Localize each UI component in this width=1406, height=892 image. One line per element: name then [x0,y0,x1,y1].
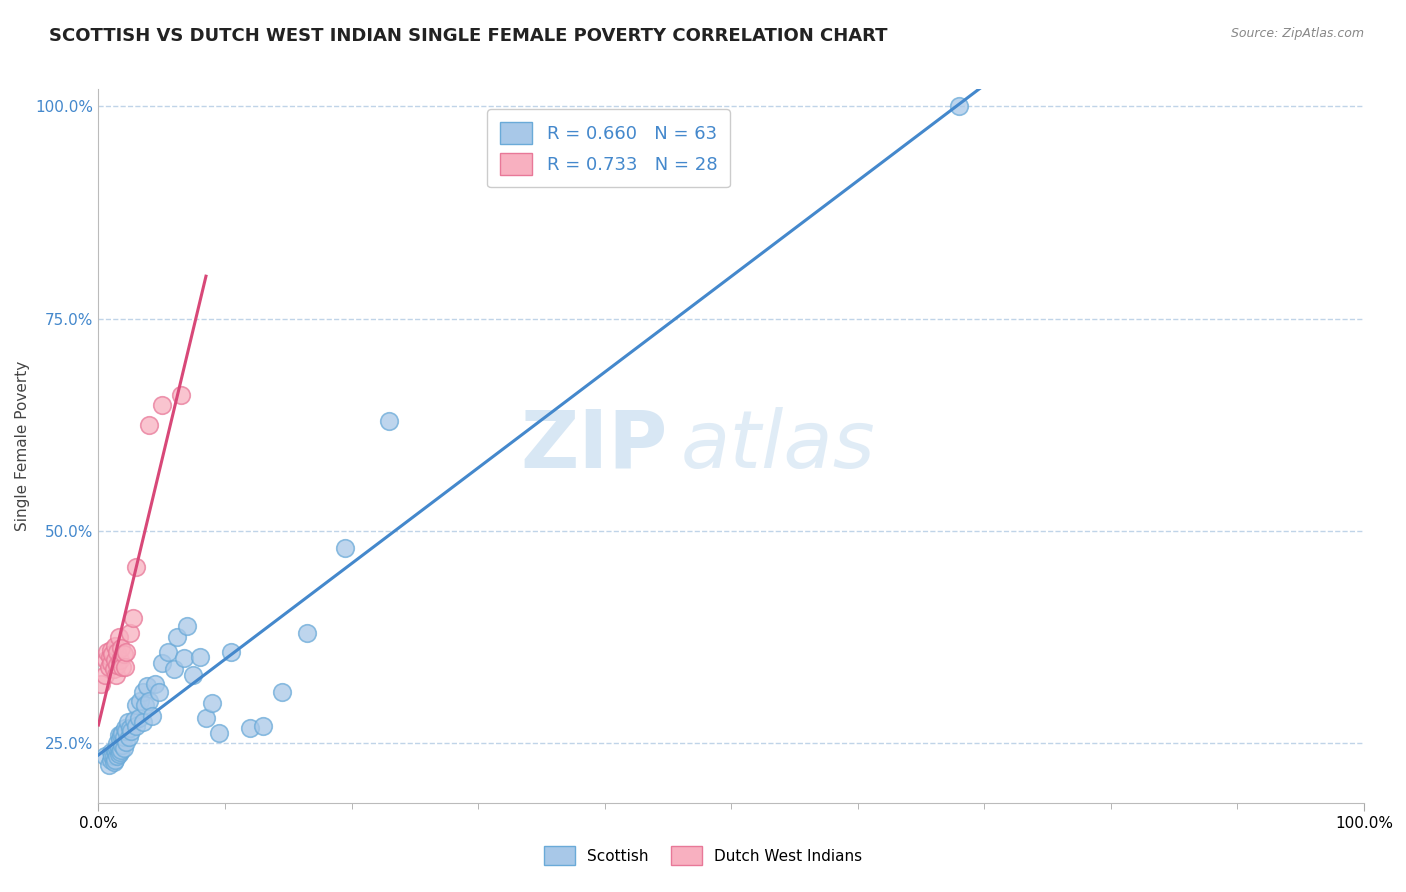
Point [104,743,127,757]
Point [93,668,117,682]
Point [135,679,157,693]
Point [121,610,143,624]
Point [120,721,141,735]
Point [169,388,191,402]
Point [111,738,134,752]
Text: atlas: atlas [681,407,876,485]
Point [103,749,125,764]
Point [166,630,188,644]
Point [125,719,148,733]
Point [118,730,141,744]
Point [132,715,155,730]
Point [157,644,180,658]
Point [120,723,142,738]
Point [108,732,131,747]
Point [141,709,163,723]
Point [183,668,205,682]
Point [104,653,127,667]
Point [114,721,136,735]
Point [252,719,274,733]
Point [107,630,129,644]
Point [173,651,195,665]
Point [176,619,198,633]
Point [98,649,121,664]
Point [108,745,131,759]
Point [110,743,132,757]
Point [112,740,135,755]
Point [112,647,135,661]
Point [93,749,117,764]
Point [100,753,122,767]
Point [101,647,124,661]
Point [270,685,294,699]
Point [378,413,401,427]
Point [150,656,173,670]
Point [100,656,122,670]
Point [335,541,357,555]
Point [107,728,129,742]
Point [114,660,136,674]
Point [138,417,160,432]
Point [120,626,141,640]
Point [219,644,243,658]
Point [125,698,148,712]
Point [105,668,128,682]
Point [148,685,170,699]
Point [107,740,129,755]
Point [122,713,145,727]
Point [94,653,117,667]
Y-axis label: Single Female Poverty: Single Female Poverty [15,361,30,531]
Point [96,644,118,658]
Point [194,711,218,725]
Point [948,99,970,113]
Text: SCOTTISH VS DUTCH WEST INDIAN SINGLE FEMALE POVERTY CORRELATION CHART: SCOTTISH VS DUTCH WEST INDIAN SINGLE FEM… [49,27,887,45]
Point [100,745,122,759]
Point [110,728,132,742]
Point [107,740,129,755]
Point [97,757,120,772]
Point [201,696,224,710]
Point [125,559,148,574]
Point [107,658,129,673]
Text: ZIP: ZIP [520,407,668,485]
Point [115,644,138,658]
Point [134,698,156,712]
Point [163,662,186,676]
Point [297,626,319,640]
Point [101,749,124,764]
Point [188,649,211,664]
Point [208,726,231,740]
Point [145,677,166,691]
Point [107,749,129,764]
Point [108,653,131,667]
Point [107,736,129,750]
Point [111,660,134,674]
Point [104,639,127,653]
Point [90,677,112,691]
Point [150,398,173,412]
Point [132,685,155,699]
Point [115,723,138,738]
Point [138,694,160,708]
Point [117,715,139,730]
Point [103,755,125,769]
Legend: Scottish, Dutch West Indians: Scottish, Dutch West Indians [538,840,868,871]
Point [100,643,122,657]
Point [111,726,134,740]
Point [103,662,125,676]
Point [239,721,262,735]
Point [129,694,152,708]
Point [107,747,129,761]
Point [107,644,129,658]
Point [128,711,150,725]
Point [104,753,127,767]
Point [105,745,128,759]
Point [115,734,138,748]
Point [112,730,135,744]
Point [97,660,120,674]
Legend: R = 0.660   N = 63, R = 0.733   N = 28: R = 0.660 N = 63, R = 0.733 N = 28 [486,109,730,187]
Text: Source: ZipAtlas.com: Source: ZipAtlas.com [1230,27,1364,40]
Point [110,641,132,656]
